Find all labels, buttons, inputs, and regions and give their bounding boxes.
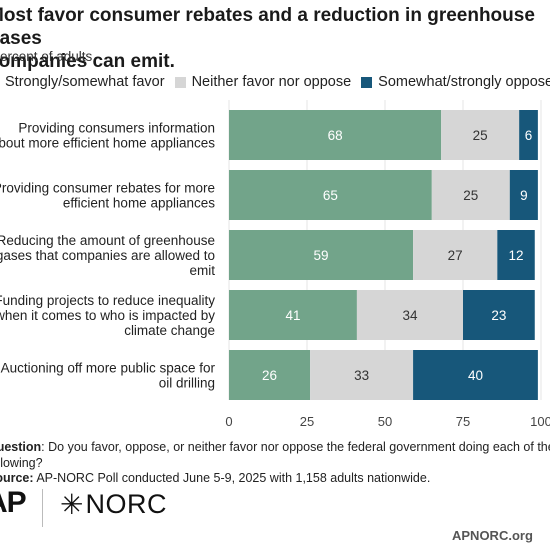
norc-star-icon: ✳: [60, 489, 84, 520]
footer-url: APNORC.org: [452, 528, 533, 543]
source-label: Source:: [0, 471, 34, 485]
bar-neither-2: [413, 230, 498, 280]
question-note: Question: Do you favor, oppose, or neith…: [0, 440, 550, 471]
category-label-0-line-0: Providing consumers information: [18, 121, 215, 136]
norc-logo-text: NORC: [85, 489, 167, 519]
x-tick-label-25: 25: [300, 414, 314, 429]
bar-neither-4: [310, 350, 414, 400]
category-label-3-line-2: climate change: [124, 323, 215, 338]
norc-logo: ✳ NORC: [60, 488, 167, 521]
chart-notes: Question: Do you favor, oppose, or neith…: [0, 440, 550, 487]
bar-oppose-4: [413, 350, 538, 400]
bar-label-neither-0: 25: [473, 128, 488, 143]
category-label-2-line-2: emit: [189, 263, 215, 278]
bar-neither-0: [441, 110, 520, 160]
bar-label-neither-4: 33: [354, 368, 369, 383]
ap-logo: AP: [0, 486, 27, 519]
bar-label-favor-1: 65: [323, 188, 338, 203]
bar-neither-1: [431, 170, 510, 220]
bar-oppose-0: [519, 110, 538, 160]
source-text: AP-NORC Poll conducted June 5-9, 2025 wi…: [33, 471, 431, 485]
bar-favor-0: [229, 110, 442, 160]
question-label: Question: [0, 440, 42, 454]
bar-label-oppose-1: 9: [520, 188, 528, 203]
legend: Strongly/somewhat favor Neither favor no…: [0, 74, 550, 90]
category-label-1-line-0: Providing consumer rebates for more: [0, 181, 215, 196]
legend-item-neither: Neither favor nor oppose: [174, 74, 352, 90]
legend-label-neither: Neither favor nor oppose: [191, 74, 352, 90]
chart-subtitle: Percent of adults: [0, 49, 93, 64]
x-tick-label-0: 0: [225, 414, 232, 429]
chart-title: Most favor consumer rebates and a reduct…: [0, 5, 535, 72]
source-note: Source: AP-NORC Poll conducted June 5-9,…: [0, 471, 550, 487]
bar-favor-3: [229, 290, 357, 340]
legend-swatch-oppose: [361, 76, 373, 88]
bar-label-favor-3: 41: [285, 308, 300, 323]
bar-favor-1: [229, 170, 432, 220]
x-tick-label-100: 100: [530, 414, 550, 429]
category-label-0-line-1: about more efficient home appliances: [0, 136, 215, 151]
bar-label-favor-2: 59: [314, 248, 329, 263]
bar-oppose-3: [463, 290, 535, 340]
x-tick-label-50: 50: [378, 414, 392, 429]
bar-label-neither-1: 25: [463, 188, 478, 203]
bar-neither-3: [356, 290, 463, 340]
category-label-2-line-1: gases that companies are allowed to: [0, 248, 215, 263]
category-label-4-line-1: oil drilling: [159, 376, 215, 391]
bar-label-oppose-4: 40: [468, 368, 483, 383]
category-label-1-line-1: efficient home appliances: [63, 196, 215, 211]
bar-label-favor-0: 68: [328, 128, 343, 143]
category-label-4-line-0: Auctioning off more public space for: [1, 361, 216, 376]
x-tick-label-75: 75: [456, 414, 470, 429]
bar-label-neither-2: 27: [448, 248, 463, 263]
bar-label-neither-3: 34: [402, 308, 418, 323]
legend-label-favor: Strongly/somewhat favor: [5, 74, 165, 90]
bar-oppose-1: [509, 170, 538, 220]
bar-label-oppose-0: 6: [525, 128, 533, 143]
legend-label-oppose: Somewhat/strongly oppose: [378, 74, 550, 90]
logo-divider: [42, 489, 43, 527]
legend-swatch-neither: [174, 76, 186, 88]
bar-label-oppose-2: 12: [509, 248, 524, 263]
bar-favor-4: [229, 350, 311, 400]
bar-oppose-2: [497, 230, 535, 280]
bar-label-favor-4: 26: [262, 368, 277, 383]
question-text: : Do you favor, oppose, or neither favor…: [0, 440, 550, 470]
legend-item-oppose: Somewhat/strongly oppose: [361, 74, 550, 90]
category-label-2-line-0: Reducing the amount of greenhouse: [0, 233, 215, 248]
stacked-bar-chart: 68 25 6 Providing consumers informationabou…: [0, 100, 550, 429]
bar-label-oppose-3: 23: [491, 308, 506, 323]
bar-favor-2: [229, 230, 414, 280]
category-label-3-line-1: when it comes to who is impacted by: [0, 308, 215, 323]
category-label-3-line-0: Funding projects to reduce inequality: [0, 293, 215, 308]
legend-item-favor: Strongly/somewhat favor: [0, 74, 165, 90]
